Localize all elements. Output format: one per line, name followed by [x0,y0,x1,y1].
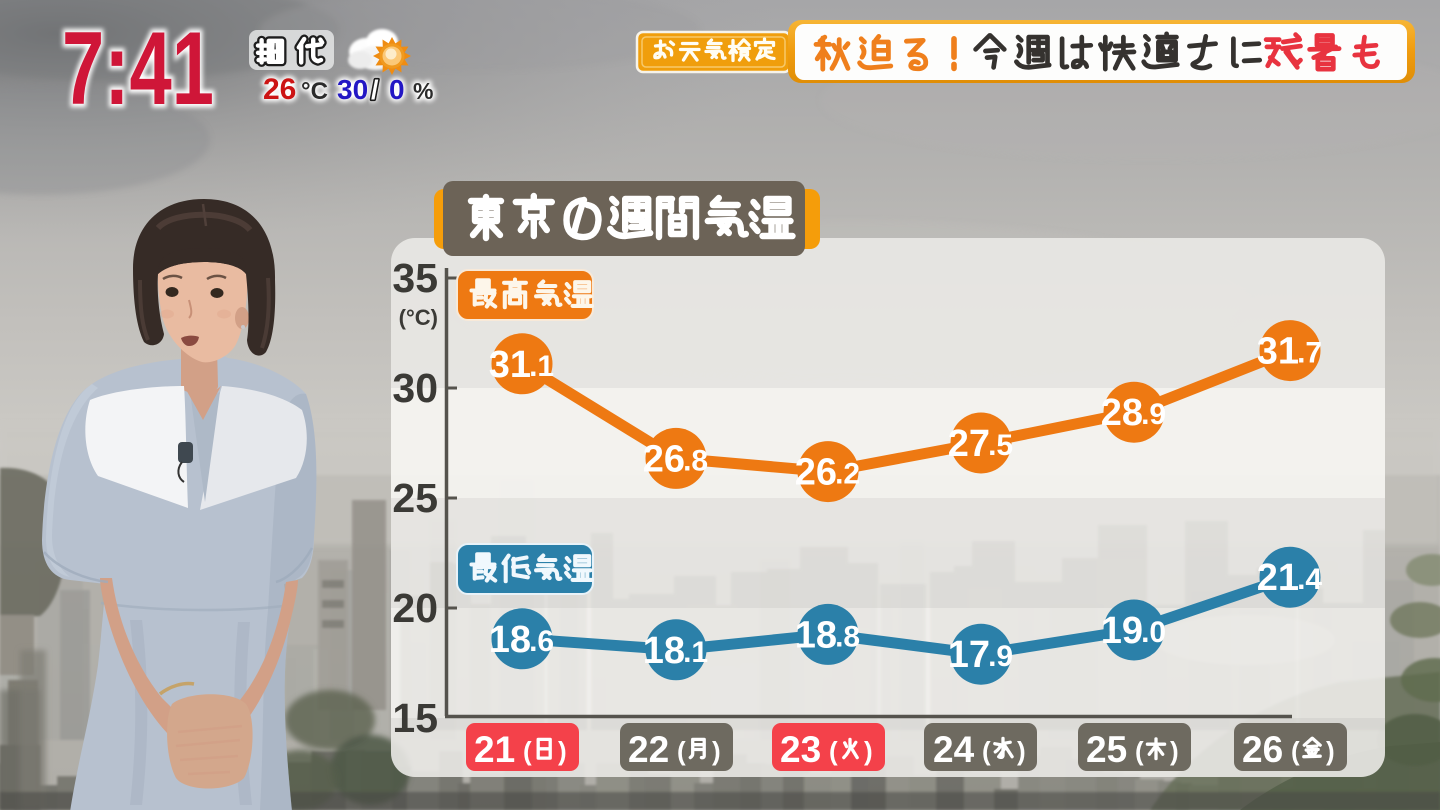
svg-text:23: 23 [780,729,821,770]
svg-text:/: / [371,75,379,105]
svg-text:): ) [558,736,567,766]
svg-text:27.5: 27.5 [948,423,1013,465]
svg-text:15: 15 [392,695,438,741]
svg-text:/: / [371,75,379,105]
svg-text:25: 25 [1086,729,1127,770]
svg-text:28.9: 28.9 [1101,392,1166,434]
svg-text:26: 26 [263,73,296,106]
svg-text:24: 24 [933,729,975,770]
svg-text:26.2: 26.2 [795,452,860,494]
svg-text:): ) [1326,736,1335,766]
svg-text:7:41: 7:41 [62,11,214,127]
svg-text:(: ( [523,736,532,766]
svg-text:(: ( [1291,736,1300,766]
svg-text:30: 30 [392,365,438,411]
svg-text:0: 0 [389,74,405,105]
svg-text:%: % [413,78,433,104]
svg-text:%: % [413,78,433,104]
svg-text:22: 22 [628,729,669,770]
svg-text:21.4: 21.4 [1257,557,1323,599]
svg-text:(°C): (°C) [399,305,438,330]
svg-text:°C: °C [301,78,328,105]
svg-text:18.6: 18.6 [489,619,554,661]
svg-text:(: ( [982,736,991,766]
svg-text:): ) [1017,736,1026,766]
svg-text:(: ( [1135,736,1144,766]
svg-text:25: 25 [392,475,438,521]
svg-text:20: 20 [392,585,438,631]
svg-text:(: ( [829,736,838,766]
svg-text:17.9: 17.9 [948,634,1013,676]
svg-text:18.8: 18.8 [795,614,860,656]
svg-text:26: 26 [1242,729,1283,770]
svg-text:°C: °C [301,78,328,105]
svg-text:30: 30 [337,74,368,105]
svg-text:30: 30 [337,74,368,105]
svg-text:(: ( [677,736,686,766]
svg-text:31.1: 31.1 [489,344,554,386]
svg-text:26.8: 26.8 [643,438,708,480]
svg-text:35: 35 [392,255,438,301]
svg-text:26: 26 [263,73,296,106]
svg-text:): ) [864,736,873,766]
svg-text:19.0: 19.0 [1101,610,1166,652]
svg-text:/: / [371,75,379,105]
svg-text:): ) [712,736,721,766]
svg-text:18.1: 18.1 [643,630,708,672]
svg-text:31.7: 31.7 [1257,331,1322,373]
svg-text:0: 0 [389,74,405,105]
svg-text:7:41: 7:41 [62,11,214,127]
svg-text:): ) [1170,736,1179,766]
svg-text:21: 21 [474,729,515,770]
